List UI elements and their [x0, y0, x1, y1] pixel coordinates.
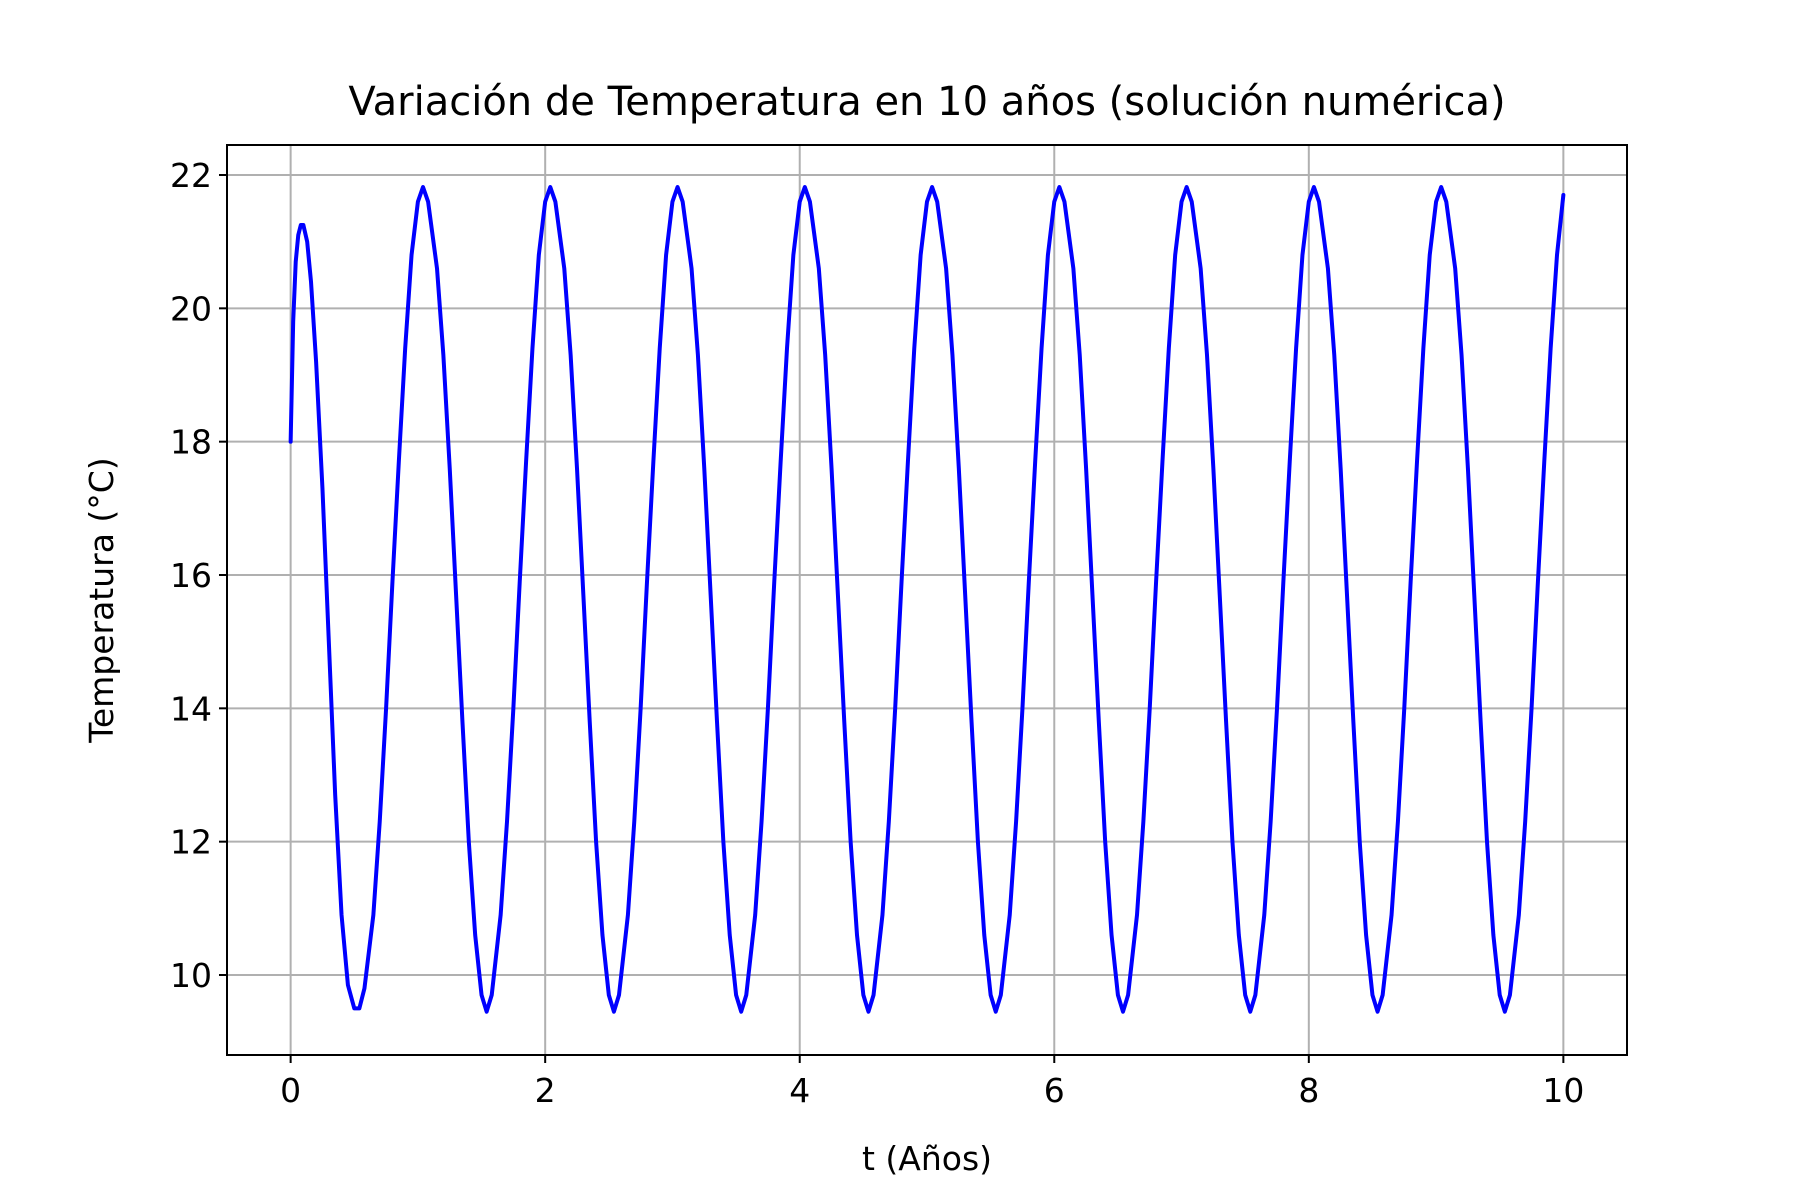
y-axis-ticks: 10 12 14 16 18 20 22	[170, 156, 227, 995]
temperature-series-line	[288, 185, 1566, 1014]
x-tick-label: 0	[280, 1071, 301, 1110]
y-tick-label: 22	[170, 156, 212, 195]
y-tick-label: 18	[170, 423, 212, 462]
y-tick-label: 20	[170, 289, 212, 328]
y-axis-label: Temperatura (°C)	[82, 457, 121, 743]
y-tick-label: 16	[170, 556, 212, 595]
x-tick-label: 6	[1044, 1071, 1065, 1110]
x-axis-label: t (Años)	[862, 1139, 992, 1178]
y-tick-label: 10	[170, 956, 212, 995]
x-tick-label: 10	[1542, 1071, 1584, 1110]
x-tick-label: 2	[535, 1071, 556, 1110]
plot-frame	[226, 144, 1628, 1056]
x-tick-label: 8	[1298, 1071, 1319, 1110]
x-tick-label: 4	[789, 1071, 810, 1110]
y-tick-label: 12	[170, 823, 212, 862]
y-tick-label: 14	[170, 689, 212, 728]
chart-title: Variación de Temperatura en 10 años (sol…	[348, 79, 1505, 125]
x-axis-ticks: 0 2 4 6 8 10	[280, 1055, 1584, 1110]
